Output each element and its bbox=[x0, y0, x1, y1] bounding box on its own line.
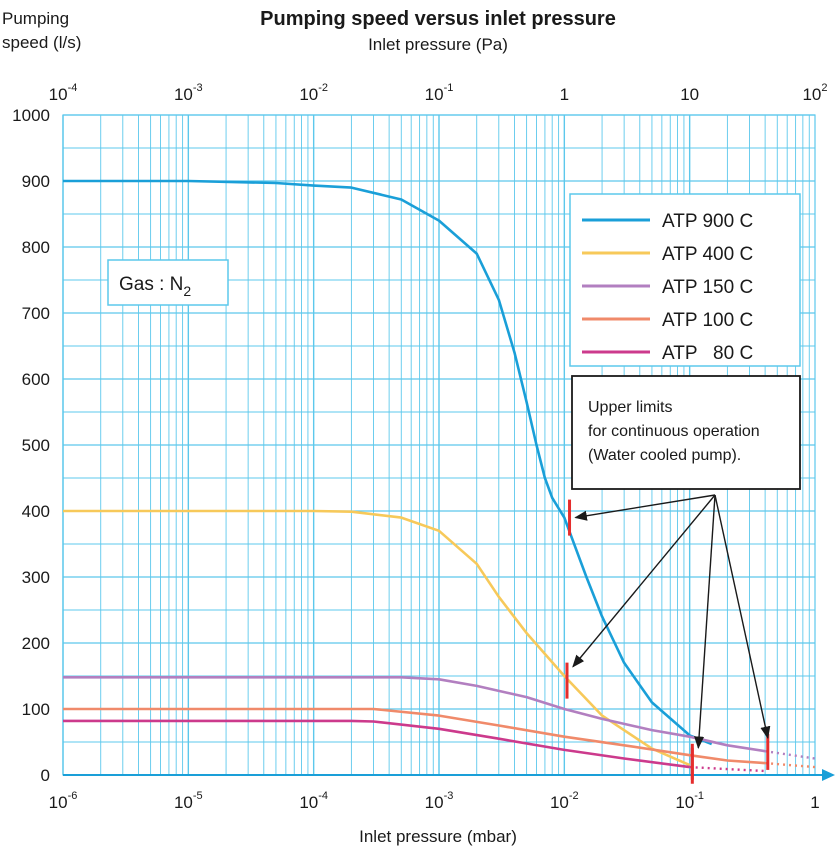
legend-entry-label: ATP 400 C bbox=[662, 244, 753, 265]
x-tick-label-bottom: 10-2 bbox=[550, 790, 579, 812]
gas-label: Gas : N2 bbox=[119, 274, 191, 299]
annotation-frame bbox=[571, 375, 801, 490]
x-tick-label-bottom: 10-5 bbox=[174, 790, 203, 812]
limit-markers bbox=[565, 499, 770, 784]
y-tick-label: 800 bbox=[22, 238, 50, 257]
y-tick-label: 1000 bbox=[12, 106, 50, 125]
y-axis-label-line1: Pumping bbox=[2, 9, 69, 28]
x-tick-label-top: 10-3 bbox=[174, 82, 203, 104]
x-tick-label-top: 10 bbox=[680, 85, 699, 104]
annotation-line: Upper limits bbox=[588, 399, 672, 416]
series-line-extrapolated bbox=[764, 750, 816, 760]
series-line bbox=[63, 719, 690, 769]
series-line-extrapolated bbox=[765, 761, 816, 769]
x-axis-top-label: Inlet pressure (Pa) bbox=[368, 35, 508, 54]
x-tick-label-top: 10-4 bbox=[49, 82, 78, 104]
legend-entry-label: ATP 100 C bbox=[662, 310, 753, 331]
series-line-extrapolated bbox=[689, 765, 766, 773]
y-tick-label: 700 bbox=[22, 304, 50, 323]
gas-label-box: Gas : N2 bbox=[107, 259, 229, 306]
x-tick-label-bottom: 1 bbox=[810, 793, 819, 812]
annotation-arrow bbox=[694, 494, 716, 750]
annotation-arrow bbox=[574, 494, 716, 521]
y-tick-label: 200 bbox=[22, 634, 50, 653]
x-tick-label-top: 102 bbox=[802, 82, 827, 104]
legend-frame bbox=[569, 193, 801, 367]
x-axis-bottom-label: Inlet pressure (mbar) bbox=[359, 827, 517, 846]
legend: ATP 900 C ATP 400 C ATP 150 C ATP 100 C ATP … bbox=[569, 193, 801, 367]
series-line bbox=[63, 179, 713, 746]
x-tick-label-bottom: 10-1 bbox=[675, 790, 704, 812]
annotation-line: for continuous operation bbox=[588, 423, 760, 440]
x-tick-label-top: 1 bbox=[560, 85, 569, 104]
legend-entry-label: ATP 80 C bbox=[662, 343, 753, 364]
x-tick-label-bottom: 10-6 bbox=[49, 790, 78, 812]
y-tick-label: 400 bbox=[22, 502, 50, 521]
chart-title: Pumping speed versus inlet pressure bbox=[260, 8, 616, 30]
text-labels: Pumping speed versus inlet pressure Inle… bbox=[2, 8, 828, 846]
y-tick-label: 500 bbox=[22, 436, 50, 455]
series-line bbox=[63, 707, 766, 765]
x-tick-label-bottom: 10-4 bbox=[299, 790, 328, 812]
legend-entry-label: ATP 150 C bbox=[662, 277, 753, 298]
x-tick-label-bottom: 10-3 bbox=[425, 790, 454, 812]
y-tick-label: 900 bbox=[22, 172, 50, 191]
y-tick-label: 0 bbox=[41, 766, 50, 785]
annotation-line: (Water cooled pump). bbox=[588, 447, 741, 464]
gas-label-frame bbox=[107, 259, 229, 306]
x-tick-label-top: 10-2 bbox=[299, 82, 328, 104]
annotation-arrow bbox=[572, 494, 716, 668]
y-tick-label: 300 bbox=[22, 568, 50, 587]
x-axis-arrow-icon bbox=[822, 769, 835, 781]
annotation-arrow bbox=[714, 494, 771, 740]
annotation-box: Upper limits for continuous operation (Wat… bbox=[571, 375, 801, 490]
series-line bbox=[63, 509, 691, 767]
x-tick-label-top: 10-1 bbox=[425, 82, 454, 104]
y-axis-label-line2: speed (l/s) bbox=[2, 33, 81, 52]
y-tick-label: 100 bbox=[22, 700, 50, 719]
annotation-arrows bbox=[572, 494, 771, 750]
y-tick-label: 600 bbox=[22, 370, 50, 389]
legend-entry-label: ATP 900 C bbox=[662, 211, 753, 232]
